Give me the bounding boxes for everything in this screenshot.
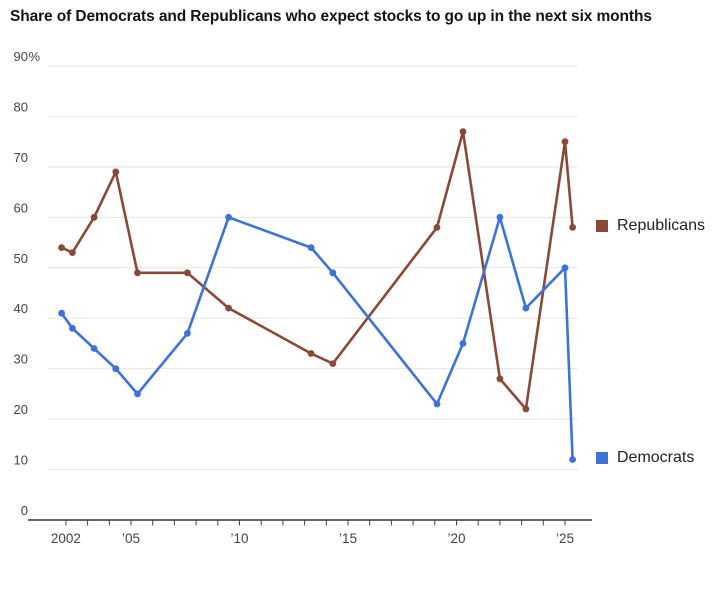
y-tick-label-10: 10 <box>14 453 28 468</box>
legend-swatch-republicans-icon <box>596 220 608 232</box>
x-tick-label-2002: 2002 <box>51 531 81 546</box>
y-tick-label-0: 0 <box>21 503 28 518</box>
data-point-democrats-2020.3 <box>459 340 467 347</box>
x-tick-label-2005: ’05 <box>122 531 140 546</box>
y-tick-label-80: 80 <box>14 99 28 114</box>
legend-item-democrats: Democrats <box>596 449 694 467</box>
x-tick-label-2010: ’10 <box>230 531 248 546</box>
data-point-republicans-2004.3 <box>112 168 120 176</box>
data-point-democrats-2009.5 <box>225 213 233 221</box>
data-point-democrats-2025 <box>561 264 569 272</box>
y-tick-label-30: 30 <box>14 352 28 367</box>
x-tick-label-2020: ’20 <box>447 531 465 546</box>
data-point-republicans-2005.3 <box>134 269 141 277</box>
data-point-democrats-2014.3 <box>329 269 337 277</box>
legend-label-democrats: Democrats <box>617 449 695 466</box>
y-tick-label-90: 90 <box>14 49 28 64</box>
data-point-republicans-2014.3 <box>329 360 337 367</box>
data-point-democrats-2023.2 <box>522 304 530 312</box>
data-point-republicans-2013.3 <box>307 350 315 357</box>
data-point-democrats-2001.8 <box>58 309 65 317</box>
x-tick-label-2015: ’15 <box>339 531 357 546</box>
data-point-republicans-2025.35 <box>569 224 576 231</box>
data-point-republicans-2003.3 <box>90 213 98 221</box>
series-line-democrats <box>60 216 574 461</box>
data-point-democrats-2007.6 <box>184 330 191 337</box>
data-point-republicans-2002.3 <box>69 249 76 256</box>
chart-title: Share of Democrats and Republicans who e… <box>10 8 652 25</box>
data-point-democrats-2004.3 <box>112 365 120 373</box>
legend-item-republicans: Republicans <box>596 217 705 235</box>
y-tick-label-50: 50 <box>14 251 28 266</box>
data-point-republicans-2023.2 <box>522 405 530 413</box>
data-point-republicans-2019.1 <box>433 224 441 231</box>
data-point-democrats-2019.1 <box>433 400 441 408</box>
legend-swatch-democrats-icon <box>596 452 608 464</box>
y-tick-label-20: 20 <box>14 402 28 417</box>
y-axis-unit-suffix: % <box>29 49 41 64</box>
data-point-democrats-2005.3 <box>134 390 141 398</box>
y-tick-label-60: 60 <box>14 200 28 215</box>
legend-label-republicans: Republicans <box>617 217 706 234</box>
data-point-republicans-2001.8 <box>58 244 65 252</box>
y-tick-label-70: 70 <box>14 150 28 165</box>
data-point-democrats-2022 <box>496 213 504 221</box>
data-point-republicans-2020.3 <box>459 128 467 136</box>
data-point-democrats-2013.3 <box>307 244 315 252</box>
data-point-republicans-2007.6 <box>184 269 191 277</box>
data-point-republicans-2022 <box>496 375 504 383</box>
y-tick-label-40: 40 <box>14 301 28 316</box>
data-point-democrats-2025.35 <box>569 456 576 463</box>
data-point-republicans-2025 <box>561 138 569 146</box>
x-tick-label-2025: ’25 <box>556 531 574 546</box>
data-point-democrats-2002.3 <box>69 324 76 332</box>
data-point-democrats-2003.3 <box>90 345 98 352</box>
data-point-republicans-2009.5 <box>225 304 233 312</box>
